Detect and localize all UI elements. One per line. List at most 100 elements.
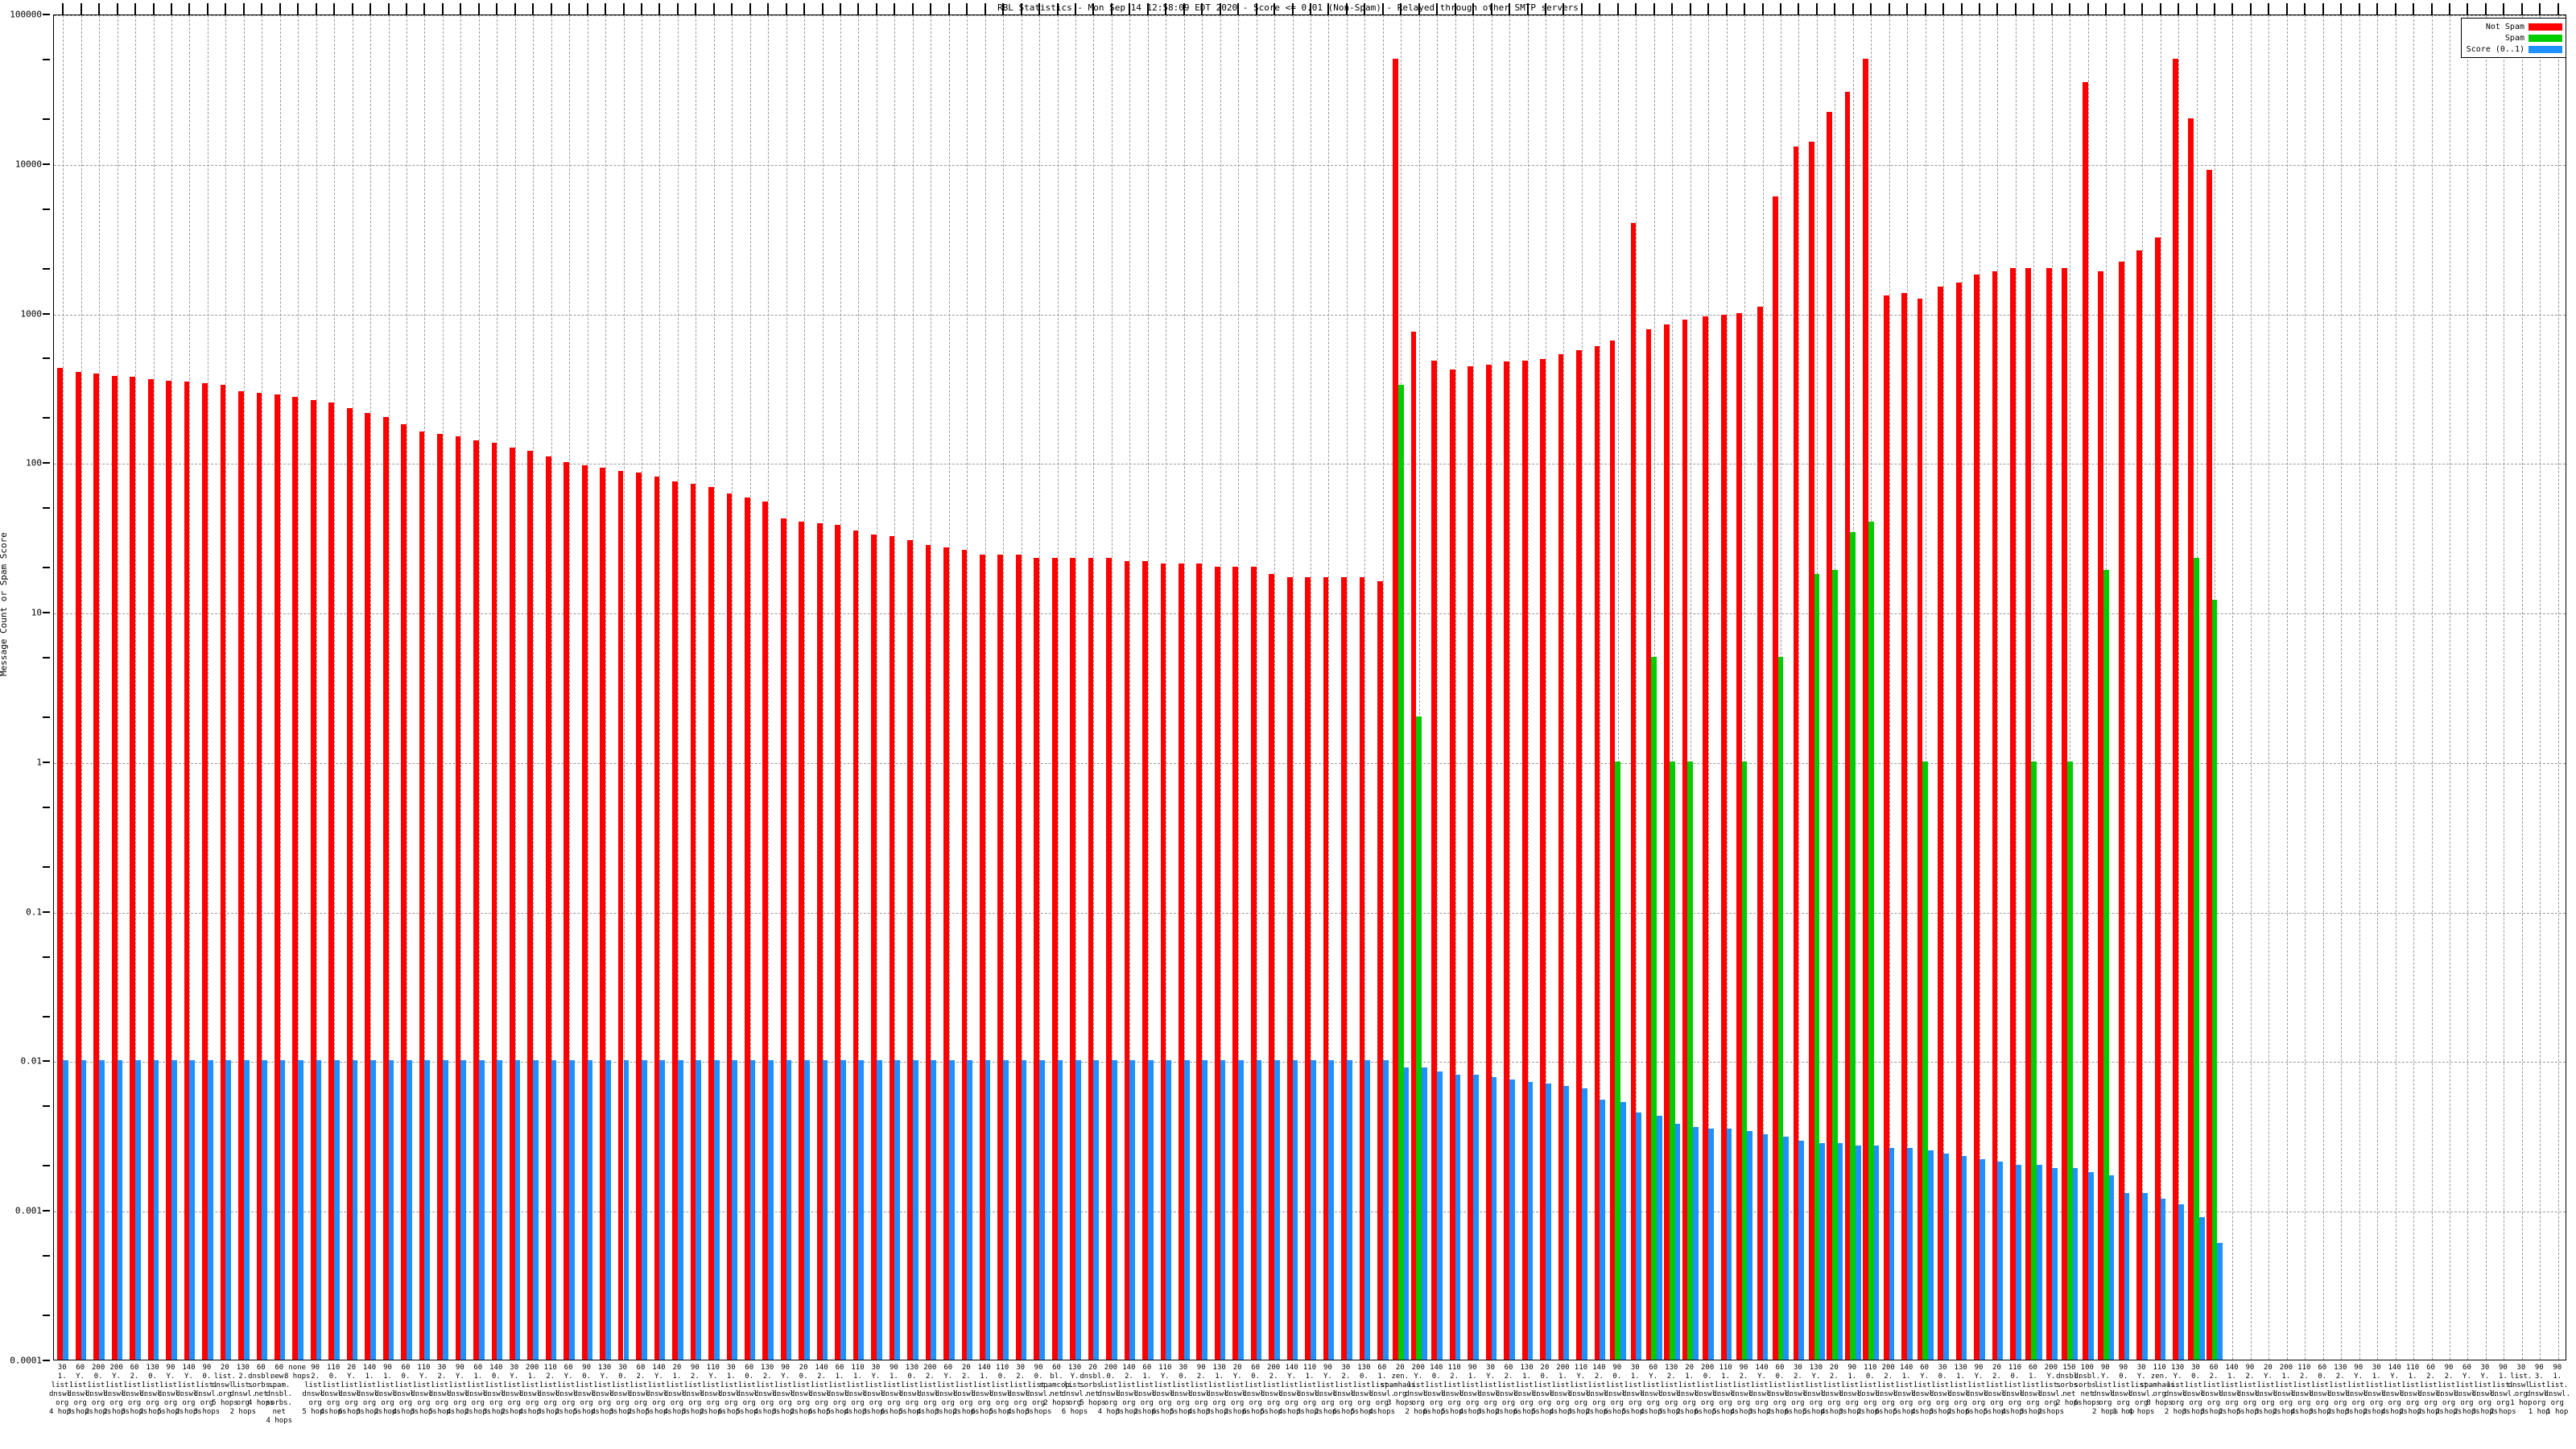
y-axis: 100000 10000 1000 100 10 1 0.1 0.01 0.001 0.0001 [0,10,50,1366]
bar-not-spam [401,423,407,1360]
x-axis-label-line: 1. [853,1373,862,1381]
x-axis-label-line: org [2297,1399,2311,1407]
bar-score [822,1060,828,1360]
bar-score [1183,1060,1190,1360]
x-axis-label-line: dnswl. [1531,1390,1558,1398]
x-axis-label-line: dnswl. [1206,1390,1232,1398]
x-axis-tick [2069,3,2071,15]
x-axis-label-line: 3 hops [193,1408,221,1416]
bar-score [1581,1088,1587,1360]
x-axis-label-line: 3 hops [1839,1408,1866,1416]
x-axis-label-line: 6 hops [1513,1408,1540,1416]
x-axis-tick [1509,3,1511,15]
x-axis-tick-label: 140 Y. list. dnswl. org 4 hops [2381,1364,2408,1417]
bar-score [1075,1060,1081,1360]
x-axis-label-line: 110 [1719,1364,1732,1372]
x-axis-tick [206,3,208,15]
x-axis-label-line: 30 [2516,1364,2526,1372]
x-axis-label-line: org [200,1399,214,1407]
y-axis-tick-label: 0.01 [20,1055,43,1067]
x-axis-label-line: org [1845,1399,1859,1407]
vertical-gridline [2359,15,2360,1360]
bar-not-spam [2136,250,2143,1360]
x-axis-tick-label: 30 Y. list. dnswl. org 2 hops [501,1364,527,1417]
x-axis-label-line: dnswl. [952,1390,980,1398]
x-axis-tick [1165,3,1167,15]
x-axis-tick [676,3,679,15]
bar-score [876,1060,882,1360]
x-axis-label-line: Y. [1232,1373,1242,1381]
bar-not-spam [2098,270,2103,1360]
bar-score [894,1060,901,1360]
vertical-gridline [1997,15,1999,1360]
vertical-gridline [2142,15,2144,1360]
x-axis-tick [2285,3,2288,15]
x-axis-label-line: 60 [256,1364,266,1372]
bar-score [135,1060,141,1360]
x-axis-tick-label: 110 2. list. dnswl. org 5 hops [1441,1364,1468,1417]
x-axis-label-line: org [2026,1399,2040,1407]
x-axis-tick-label: 140 0. list. dnswl. org 6 hops [1423,1364,1450,1417]
x-axis-label-line: 2. [1594,1373,1604,1381]
x-axis-label-line: list. [1624,1381,1646,1389]
x-axis-label-line: dnsbl. [2056,1373,2083,1381]
x-axis-label-line: 1 hop [2546,1408,2569,1416]
x-axis-label-line: list. [2347,1381,2370,1389]
x-axis-label-line: 0. [2191,1373,2200,1381]
x-axis-tick-label: 20 dnsbl. sorbs. net 5 hops [1080,1364,1106,1408]
x-axis-tick-label: 130 Y. list. dnswl. org 5 hops [1803,1364,1830,1417]
x-axis-label-line: 0. [1034,1373,1043,1381]
x-axis-label-line: 2 hops [1315,1408,1341,1416]
x-axis-tick [1092,3,1095,15]
bar-not-spam [1431,360,1438,1360]
x-axis-label-line: Y. [781,1373,791,1381]
x-axis-label-line: dnswl. [212,1381,238,1389]
bar-spam [1416,716,1422,1360]
bar-not-spam [1305,577,1311,1360]
x-axis-label-line: org [1755,1399,1769,1407]
x-axis-tick-label: 110 2. list. dnswl. org 3 hops [537,1364,564,1417]
x-axis-label-line: 6 hops [1694,1408,1721,1416]
x-axis-label-line: org [1122,1399,1136,1407]
x-axis-tick-label: 200 Y. list. dnswl. org 2 hops [103,1364,130,1417]
x-axis-label-line: list. [412,1381,435,1389]
x-axis-tick-label: 90 2. list. dnswl. org 2 hops [2436,1364,2462,1417]
bar-not-spam [1051,557,1058,1360]
bar-score [1003,1060,1009,1360]
vertical-gridline [749,15,751,1360]
vertical-gridline [804,15,806,1360]
x-axis-tick-label: 60 1. list. dnswl. org 2 hops [465,1364,492,1417]
bar-not-spam [780,518,786,1360]
x-axis-label-line: dnswl. [2255,1390,2281,1398]
x-axis-label-line: 0. [2010,1373,2020,1381]
x-axis-tick-label: 30 1. list. dnswl. org 6 hops [718,1364,745,1417]
vertical-gridline [1762,15,1764,1360]
x-axis-label-line: 1. [2227,1373,2236,1381]
x-axis-label-line: 5 hops [826,1408,853,1416]
x-axis-label-line: 4 hops [1187,1408,1215,1416]
x-axis-label-line: dnswl. [627,1390,654,1398]
x-axis-label-line: org [2533,1399,2546,1407]
x-axis-label-line: dnswl. [700,1390,727,1398]
x-axis-label-line: list. [1606,1381,1629,1389]
x-axis-label-line: org [634,1399,648,1407]
bar-not-spam [346,408,353,1360]
x-axis-label-line: 3 hops [1025,1408,1052,1416]
x-axis-label-line: 60 [2028,1364,2037,1372]
x-axis-label-line: dnswl. [1368,1390,1396,1398]
x-axis-label-line: dnswl. [1260,1390,1287,1398]
x-axis-tick-label: 30 Y. list. dnswl. org 3 hops [2472,1364,2499,1417]
x-axis-tick-label: 20 list. dnswl. org 5 hops [212,1364,238,1408]
x-axis-tick [1310,3,1311,15]
x-axis-label-line: 0. [1775,1373,1785,1381]
x-axis-tick [2178,3,2180,15]
bar-not-spam [1160,564,1166,1360]
x-axis-label-line: dnswl. [2508,1381,2535,1389]
vertical-gridline [189,15,191,1360]
x-axis-label-line: Y. [2480,1373,2490,1381]
bar-not-spam [961,550,968,1360]
x-axis-label-line: Y. [2263,1373,2273,1381]
x-axis-tick [116,3,118,15]
x-axis-label-line: dnswl. [1640,1390,1666,1398]
x-axis-label-line: list. [1226,1381,1249,1389]
